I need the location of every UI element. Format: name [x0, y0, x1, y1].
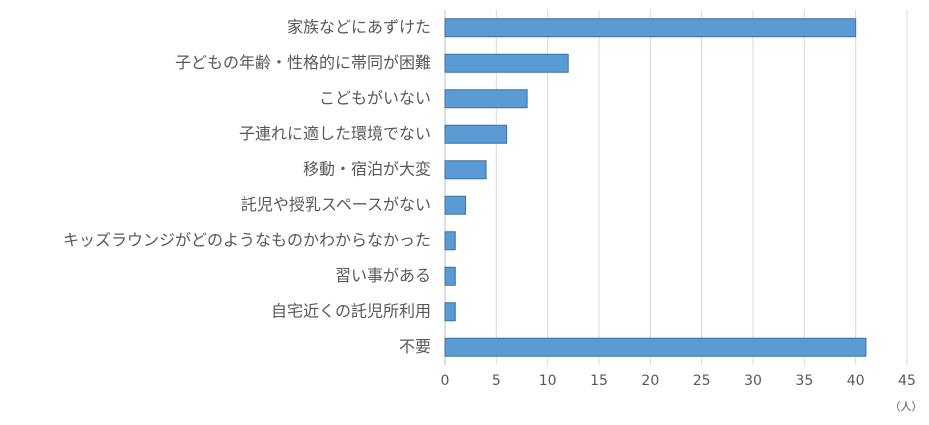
- x-tick-label: 40: [847, 373, 865, 389]
- x-tick-label: 35: [795, 373, 813, 389]
- y-tick-label: 自宅近くの託児所利用: [271, 301, 431, 320]
- bar: [444, 266, 456, 286]
- bar: [444, 302, 456, 322]
- bar: [444, 231, 456, 251]
- x-tick-label: 45: [898, 373, 916, 389]
- bar: [444, 124, 508, 144]
- bar: [444, 53, 569, 73]
- x-tick-label: 5: [492, 373, 501, 389]
- y-tick-label: 習い事がある: [335, 266, 431, 285]
- y-tick-label: 移動・宿泊が大変: [303, 159, 431, 178]
- y-tick-label: 託児や授乳スペースがない: [241, 195, 431, 214]
- y-tick-label: 不要: [399, 337, 431, 356]
- x-tick-label: 15: [590, 373, 608, 389]
- y-tick-label: 家族などにあずけた: [287, 17, 431, 36]
- bar: [444, 160, 487, 180]
- y-tick-label: こどもがいない: [319, 88, 431, 107]
- x-tick-label: 10: [539, 373, 557, 389]
- bar: [444, 89, 528, 109]
- x-axis-unit: （人）: [890, 400, 923, 413]
- x-tick-label: 0: [441, 373, 450, 389]
- bar: [444, 337, 867, 357]
- y-tick-label: 子連れに適した環境でない: [239, 124, 431, 143]
- x-tick-label: 30: [744, 373, 762, 389]
- bar: [444, 195, 467, 215]
- y-tick-label: 子どもの年齢・性格的に帯同が困難: [175, 53, 431, 72]
- bar: [444, 18, 857, 38]
- x-tick-label: 25: [693, 373, 711, 389]
- y-tick-label: キッズラウンジがどのようなものかわからなかった: [63, 230, 431, 249]
- x-tick-label: 20: [641, 373, 659, 389]
